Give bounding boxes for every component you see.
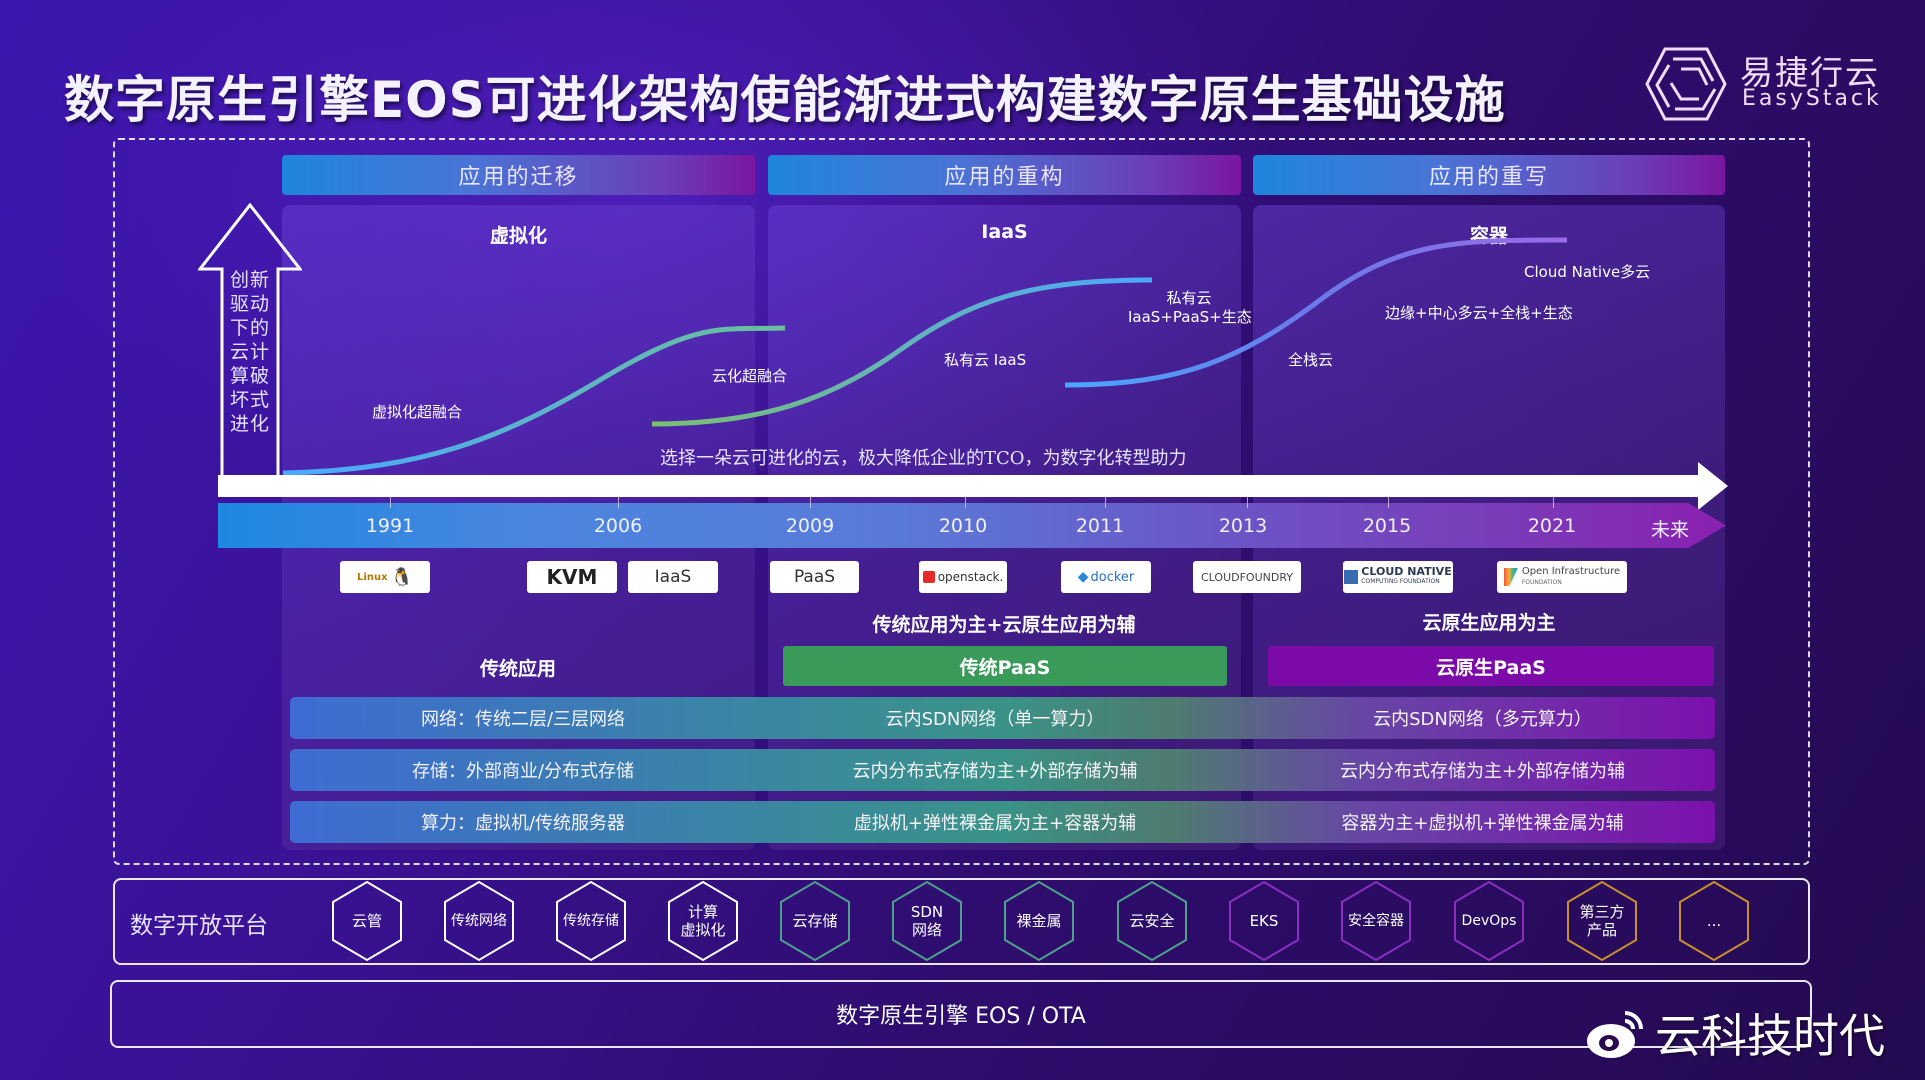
curve-label-virt-hci: 虚拟化超融合	[372, 403, 463, 421]
arrow-head-icon	[1698, 462, 1728, 510]
year-2009: 2009	[785, 515, 835, 537]
tick	[1553, 488, 1554, 508]
module-devops[interactable]: DevOps	[1453, 880, 1525, 962]
openinfra-icon	[1503, 568, 1518, 586]
stage-header-refactor: 应用的重构	[768, 155, 1241, 195]
curve-container	[1064, 237, 1568, 388]
module-third-party[interactable]: 第三方 产品	[1566, 880, 1638, 962]
tick	[965, 488, 966, 508]
slogan: 选择一朵云可进化的云，极大降低企业的TCO，为数字化转型助力	[660, 448, 1187, 469]
tick	[1388, 488, 1389, 508]
curve-label-fullstack: 全栈云	[1288, 351, 1334, 369]
openstack-icon	[922, 571, 935, 583]
infra-row-storage: 存储：外部商业/分布式存储 云内分布式存储为主+外部存储为辅 云内分布式存储为主…	[290, 749, 1715, 791]
watermark-text: 云科技时代	[1655, 1009, 1885, 1063]
openinfra-logo: Open Infrastructure FOUNDATION	[1497, 561, 1627, 593]
progress-arrow	[218, 475, 1700, 497]
curve-label-cloud-native: Cloud Native多云	[1524, 263, 1651, 281]
timeline-band	[218, 503, 1726, 548]
tick	[1247, 488, 1248, 508]
year-2010: 2010	[938, 515, 988, 537]
kvm-logo: KVM	[527, 561, 617, 593]
module-cloud-storage[interactable]: 云存储	[779, 880, 851, 962]
cloud-native-paas-bar: 云原生PaaS	[1268, 646, 1714, 686]
docker-logo: ◆ docker	[1061, 561, 1151, 593]
cloudfoundry-logo: CLOUDFOUNDRY	[1193, 561, 1301, 593]
module-traditional-storage[interactable]: 传统存储	[555, 880, 627, 962]
brand-name-cn: 易捷行云	[1740, 53, 1880, 92]
linux-logo: Linux 🐧	[340, 561, 430, 593]
stage-header-migration: 应用的迁移	[282, 155, 755, 195]
eos-engine-bar: 数字原生引擎 EOS / OTA	[110, 980, 1812, 1048]
tick	[810, 488, 811, 508]
module-more[interactable]: ...	[1678, 880, 1750, 962]
year-2013: 2013	[1218, 515, 1268, 537]
module-compute-virtualization[interactable]: 计算 虚拟化	[667, 880, 739, 962]
curve-label-edge-multicloud: 边缘+中心多云+全栈+生态	[1385, 304, 1573, 322]
module-cloud-security[interactable]: 云安全	[1116, 880, 1188, 962]
hexagon-spiral-logo-icon	[1645, 47, 1727, 121]
paas-chip: PaaS	[770, 561, 859, 593]
tick	[1105, 488, 1106, 508]
page-title: 数字原生引擎EOS可进化架构使能渐进式构建数字原生基础设施	[64, 71, 1506, 129]
module-secure-container[interactable]: 安全容器	[1340, 880, 1412, 962]
module-traditional-network[interactable]: 传统网络	[443, 880, 515, 962]
weibo-icon	[1587, 1011, 1643, 1058]
mode-native: 云原生应用为主	[1422, 612, 1556, 634]
linux-tux-icon: Linux	[357, 571, 388, 583]
tech-iaas: IaaS	[981, 221, 1028, 243]
tick	[618, 488, 619, 508]
tick	[390, 488, 391, 508]
up-arrow-icon	[198, 203, 302, 477]
openstack-logo: openstack.	[919, 561, 1007, 593]
curve-label-private-iaas: 私有云 IaaS	[944, 351, 1027, 369]
platform-label: 数字开放平台	[130, 913, 268, 939]
innovation-axis-label: 创新 驱动 下的 云计 算破 坏式 进化	[229, 269, 270, 435]
module-cloud-mgmt[interactable]: 云管	[331, 880, 403, 962]
module-eks[interactable]: EKS	[1228, 880, 1300, 962]
mode-mixed: 传统应用为主+云原生应用为辅	[872, 614, 1136, 636]
curve-iaas	[651, 277, 1153, 427]
brand-logo	[1645, 45, 1895, 125]
curve-label-cloud-hci: 云化超融合	[712, 367, 788, 385]
infra-row-network: 网络：传统二层/三层网络 云内SDN网络（单一算力） 云内SDN网络（多元算力）	[290, 697, 1715, 739]
year-1991: 1991	[365, 515, 415, 537]
module-sdn-network[interactable]: SDN 网络	[891, 880, 963, 962]
year-2011: 2011	[1075, 515, 1125, 537]
year-future: 未来	[1650, 519, 1690, 541]
mode-traditional: 传统应用	[479, 658, 557, 680]
year-2006: 2006	[593, 515, 643, 537]
docker-whale-icon: ◆	[1077, 569, 1089, 585]
evolution-frame	[113, 138, 1810, 865]
iaas-chip: IaaS	[628, 561, 718, 593]
cncf-icon	[1344, 570, 1359, 584]
module-bare-metal[interactable]: 裸金属	[1003, 880, 1075, 962]
tech-virtualization: 虚拟化	[489, 225, 547, 247]
cncf-logo: CLOUD NATIVE COMPUTING FOUNDATION	[1343, 561, 1453, 593]
curve-label-private-full: 私有云 IaaS+PaaS+生态	[1128, 289, 1252, 326]
year-2015: 2015	[1362, 515, 1412, 537]
digital-open-platform	[113, 878, 1810, 965]
stage-header-rewrite: 应用的重写	[1253, 155, 1725, 195]
curve-virtualization	[282, 325, 786, 476]
infra-row-compute: 算力：虚拟机/传统服务器 虚拟机+弹性裸金属为主+容器为辅 容器为主+虚拟机+弹…	[290, 801, 1715, 843]
traditional-paas-bar: 传统PaaS	[783, 646, 1227, 686]
year-2021: 2021	[1527, 515, 1577, 537]
brand-name-en: EasyStack	[1742, 86, 1882, 111]
